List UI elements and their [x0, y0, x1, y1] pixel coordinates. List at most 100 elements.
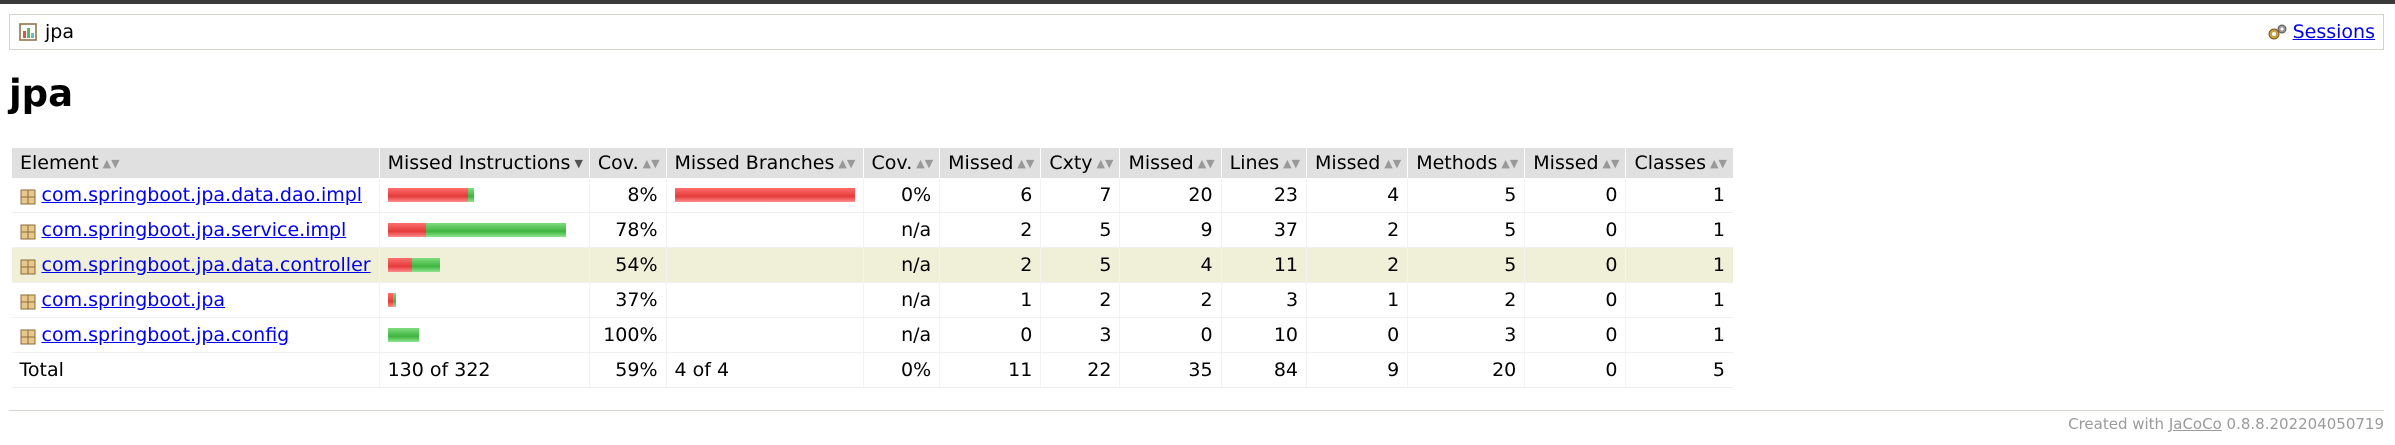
total-branch-cov: 0%: [862, 352, 940, 388]
sort-icon: ▲▼: [1384, 157, 1402, 170]
cxty: 2: [1040, 282, 1120, 318]
coverage-bar: [387, 188, 581, 202]
branch-cov: n/a: [862, 247, 940, 283]
total-cxty-missed: 11: [939, 352, 1041, 388]
covered-bar: [467, 188, 474, 202]
total-methods-missed: 9: [1306, 352, 1408, 388]
col-instr-cov[interactable]: Cov. ▲▼: [588, 148, 667, 178]
methods-missed: 2: [1306, 247, 1408, 283]
sort-icon: ▲▼: [1710, 157, 1727, 170]
breadcrumb-left: jpa: [19, 21, 74, 43]
package-icon: [20, 258, 36, 274]
package-link[interactable]: com.springboot.jpa: [41, 289, 226, 311]
col-branch-cov[interactable]: Cov. ▲▼: [862, 148, 940, 178]
breadcrumb-right: Sessions: [2267, 21, 2375, 43]
covered-bar: [387, 328, 419, 342]
col-classes-missed[interactable]: Missed ▲▼: [1524, 148, 1626, 178]
top-border: [0, 0, 2395, 4]
instr-bar-cell: [378, 247, 590, 283]
col-missed-branches[interactable]: Missed Branches ▲▼: [665, 148, 864, 178]
missed-bar: [387, 293, 393, 307]
instr-cov: 100%: [588, 317, 667, 353]
col-classes[interactable]: Classes ▲▼: [1625, 148, 1733, 178]
branch-cov: 0%: [862, 178, 940, 213]
total-classes-missed: 0: [1524, 352, 1626, 388]
total-label: Total: [11, 352, 380, 388]
total-cxty: 22: [1040, 352, 1120, 388]
branch-bar-cell: [665, 317, 864, 353]
package-link[interactable]: com.springboot.jpa.data.controller: [41, 254, 371, 276]
instr-bar-cell: [378, 178, 590, 213]
coverage-bar: [387, 328, 581, 342]
col-lines[interactable]: Lines ▲▼: [1220, 148, 1307, 178]
table-row: com.springboot.jpa.config 100% n/a 0 3 0 10 0 3 0…: [11, 317, 1733, 353]
cxty: 3: [1040, 317, 1120, 353]
missed-bar: [387, 223, 426, 237]
total-methods: 20: [1407, 352, 1525, 388]
covered-bar: [425, 223, 566, 237]
instr-cov: 37%: [588, 282, 667, 318]
col-cxty-missed[interactable]: Missed ▲▼: [939, 148, 1041, 178]
footer-version: 0.8.8.202204050719: [2221, 415, 2384, 433]
total-classes: 5: [1625, 352, 1733, 388]
instr-bar-cell: [378, 212, 590, 248]
cxty-missed: 0: [939, 317, 1041, 353]
classes-missed: 0: [1524, 247, 1626, 283]
methods: 5: [1407, 247, 1525, 283]
sort-icon: ▲▼: [1096, 157, 1114, 170]
cxty-missed: 1: [939, 282, 1041, 318]
coverage-bar: [387, 258, 581, 272]
cxty: 7: [1040, 178, 1120, 213]
breadcrumb: jpa Sessions: [9, 14, 2384, 50]
sort-icon: ▲▼: [102, 157, 120, 170]
lines: 3: [1220, 282, 1307, 318]
col-missed-instructions[interactable]: Missed Instructions ▼: [378, 148, 590, 178]
covered-bar: [392, 293, 396, 307]
col-methods[interactable]: Methods ▲▼: [1407, 148, 1525, 178]
package-icon: [20, 188, 36, 204]
col-element[interactable]: Element ▲▼: [11, 148, 380, 178]
package-link[interactable]: com.springboot.jpa.config: [41, 324, 290, 346]
lines-missed: 9: [1119, 212, 1222, 248]
lines-missed: 2: [1119, 282, 1222, 318]
element-cell: com.springboot.jpa.config: [11, 317, 380, 353]
sort-icon: ▲▼: [1501, 157, 1519, 170]
branch-bar-cell: [665, 212, 864, 248]
table-row: com.springboot.jpa.data.controller 54% n/a…: [11, 247, 1733, 283]
branch-bar-cell: [665, 282, 864, 318]
lines-missed: 0: [1119, 317, 1222, 353]
methods: 2: [1407, 282, 1525, 318]
total-branch: 4 of 4: [665, 352, 864, 388]
element-cell: com.springboot.jpa.service.impl: [11, 212, 380, 248]
col-cxty[interactable]: Cxty ▲▼: [1040, 148, 1120, 178]
package-link[interactable]: com.springboot.jpa.data.dao.impl: [41, 184, 363, 206]
package-icon: [20, 328, 36, 344]
methods-missed: 2: [1306, 212, 1408, 248]
total-lines: 84: [1220, 352, 1307, 388]
classes: 1: [1625, 212, 1733, 248]
lines-missed: 20: [1119, 178, 1222, 213]
classes: 1: [1625, 247, 1733, 283]
report-icon: [19, 22, 39, 42]
instr-cov: 78%: [588, 212, 667, 248]
package-link[interactable]: com.springboot.jpa.service.impl: [41, 219, 347, 241]
lines: 37: [1220, 212, 1307, 248]
page-title: jpa: [9, 72, 74, 115]
methods: 3: [1407, 317, 1525, 353]
cxty: 5: [1040, 212, 1120, 248]
classes: 1: [1625, 282, 1733, 318]
element-cell: com.springboot.jpa.data.dao.impl: [11, 178, 380, 213]
classes-missed: 0: [1524, 317, 1626, 353]
classes: 1: [1625, 178, 1733, 213]
missed-bar: [387, 258, 412, 272]
col-lines-missed[interactable]: Missed ▲▼: [1119, 148, 1222, 178]
sessions-link[interactable]: Sessions: [2292, 21, 2375, 43]
lines: 11: [1220, 247, 1307, 283]
col-methods-missed[interactable]: Missed ▲▼: [1306, 148, 1408, 178]
instr-bar-cell: [378, 317, 590, 353]
jacoco-link[interactable]: JaCoCo: [2168, 415, 2222, 433]
lines: 10: [1220, 317, 1307, 353]
coverage-bar: [675, 258, 855, 272]
table-body: com.springboot.jpa.data.dao.impl 8% 0% 6 7 20…: [11, 178, 1733, 353]
classes: 1: [1625, 317, 1733, 353]
